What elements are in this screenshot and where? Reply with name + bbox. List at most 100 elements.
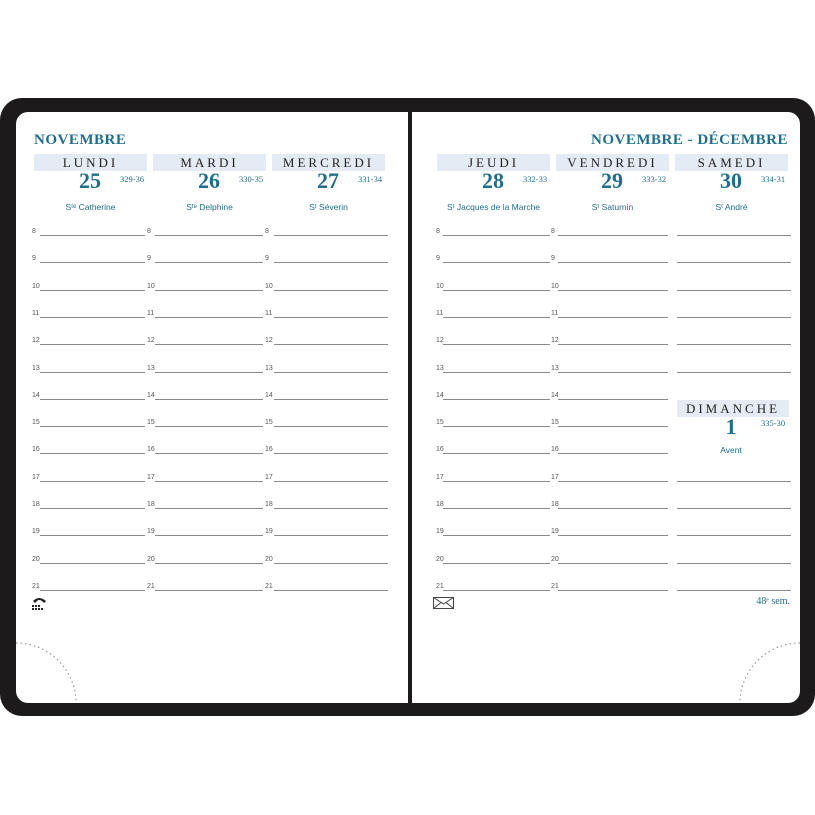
time-slot-line[interactable] [155, 235, 263, 236]
time-slot-line[interactable] [677, 508, 791, 509]
time-slot-line[interactable] [274, 508, 388, 509]
hour-label: 10 [436, 282, 444, 290]
time-slot-line[interactable] [40, 316, 145, 318]
time-slot-line[interactable] [155, 344, 263, 346]
day-number: 25 [79, 168, 101, 193]
time-slot-line[interactable] [677, 589, 791, 591]
time-slot-line[interactable] [443, 371, 550, 373]
time-slot-line[interactable] [443, 589, 550, 591]
hour-label: 17 [551, 473, 559, 481]
time-slot-line[interactable] [443, 426, 550, 428]
hour-label: 15 [551, 419, 559, 427]
time-slot-line[interactable] [443, 289, 550, 291]
time-slot-line[interactable] [155, 398, 263, 400]
time-slot-line[interactable] [40, 398, 145, 400]
time-slot-line[interactable] [443, 453, 550, 455]
time-slot-line[interactable] [443, 508, 550, 509]
time-slot-line[interactable] [558, 344, 668, 346]
time-slot-line[interactable] [274, 398, 388, 400]
sunday-header: DIMANCHE [677, 400, 789, 417]
time-slot-line[interactable] [558, 398, 668, 400]
time-slot-line[interactable] [274, 371, 388, 373]
time-slot-line[interactable] [443, 480, 550, 482]
time-slot-line[interactable] [274, 480, 388, 482]
time-slot-line[interactable] [558, 235, 668, 236]
time-slot-line[interactable] [155, 262, 263, 264]
time-slot-line[interactable] [443, 398, 550, 400]
time-slot-line[interactable] [274, 426, 388, 428]
hour-label: 21 [265, 582, 273, 590]
time-slot-line[interactable] [558, 289, 668, 291]
time-slot-line[interactable] [274, 344, 388, 346]
time-slot-line[interactable] [677, 562, 791, 564]
time-slot-line[interactable] [677, 289, 791, 291]
time-slot-line[interactable] [40, 262, 145, 264]
time-slot-line[interactable] [558, 426, 668, 428]
time-slot-line[interactable] [40, 289, 145, 291]
time-slot-line[interactable] [155, 562, 263, 564]
hour-label: 14 [551, 391, 559, 399]
time-slot-line[interactable] [677, 480, 791, 482]
time-slot-line[interactable] [155, 535, 263, 537]
hour-label: 21 [32, 582, 40, 590]
time-slot-line[interactable] [558, 589, 668, 591]
time-slot-line[interactable] [274, 589, 388, 591]
time-slot-line[interactable] [40, 453, 145, 455]
hour-label: 20 [436, 555, 444, 563]
time-slot-line[interactable] [40, 562, 145, 564]
time-slot-line[interactable] [443, 316, 550, 318]
time-slot-line[interactable] [443, 344, 550, 346]
time-slot-line[interactable] [558, 508, 668, 509]
time-slot-line[interactable] [443, 262, 550, 264]
time-slot-line[interactable] [274, 235, 388, 236]
time-slot-line[interactable] [40, 426, 145, 428]
time-slot-line[interactable] [155, 589, 263, 591]
time-slot-line[interactable] [40, 535, 145, 537]
left-month-title: NOVEMBRE [34, 132, 127, 148]
time-slot-line[interactable] [274, 262, 388, 264]
time-slot-line[interactable] [558, 316, 668, 318]
time-slot-line[interactable] [558, 371, 668, 373]
time-slot-line[interactable] [40, 371, 145, 373]
time-slot-line[interactable] [274, 316, 388, 318]
day-code: 331-34 [358, 174, 383, 184]
time-slot-line[interactable] [443, 535, 550, 537]
time-slot-line[interactable] [558, 535, 668, 537]
time-slot-line[interactable] [274, 535, 388, 537]
time-slot-line[interactable] [155, 371, 263, 373]
time-slot-line[interactable] [677, 344, 791, 346]
time-slot-line[interactable] [443, 562, 550, 564]
day-header: SAMEDI [675, 154, 788, 171]
time-slot-line[interactable] [274, 562, 388, 564]
time-slot-line[interactable] [443, 235, 550, 236]
time-slot-line[interactable] [558, 480, 668, 482]
time-slot-line[interactable] [677, 316, 791, 318]
time-slot-line[interactable] [155, 480, 263, 482]
time-slot-line[interactable] [677, 262, 791, 264]
time-slot-line[interactable] [558, 453, 668, 455]
time-slot-line[interactable] [40, 508, 145, 509]
day-header: JEUDI [437, 154, 550, 171]
time-slot-line[interactable] [40, 235, 145, 236]
time-slot-line[interactable] [274, 289, 388, 291]
time-slot-line[interactable] [558, 562, 668, 564]
time-slot-line[interactable] [274, 453, 388, 455]
sunday-code: 335-30 [761, 418, 786, 428]
time-slot-line[interactable] [155, 316, 263, 318]
time-slot-line[interactable] [155, 426, 263, 428]
time-slot-line[interactable] [155, 289, 263, 291]
hour-label: 10 [147, 282, 155, 290]
sunday-saint: Avent [720, 445, 742, 455]
time-slot-line[interactable] [677, 235, 791, 236]
time-slot-line[interactable] [40, 344, 145, 346]
time-slot-line[interactable] [40, 480, 145, 482]
time-slot-line[interactable] [677, 535, 791, 537]
time-slot-line[interactable] [677, 371, 791, 373]
hour-label: 17 [265, 473, 273, 481]
time-slot-line[interactable] [558, 262, 668, 264]
time-slot-line[interactable] [40, 589, 145, 591]
hour-label: 11 [551, 309, 559, 317]
time-slot-line[interactable] [155, 453, 263, 455]
time-slot-line[interactable] [155, 508, 263, 509]
hour-label: 8 [436, 228, 440, 235]
